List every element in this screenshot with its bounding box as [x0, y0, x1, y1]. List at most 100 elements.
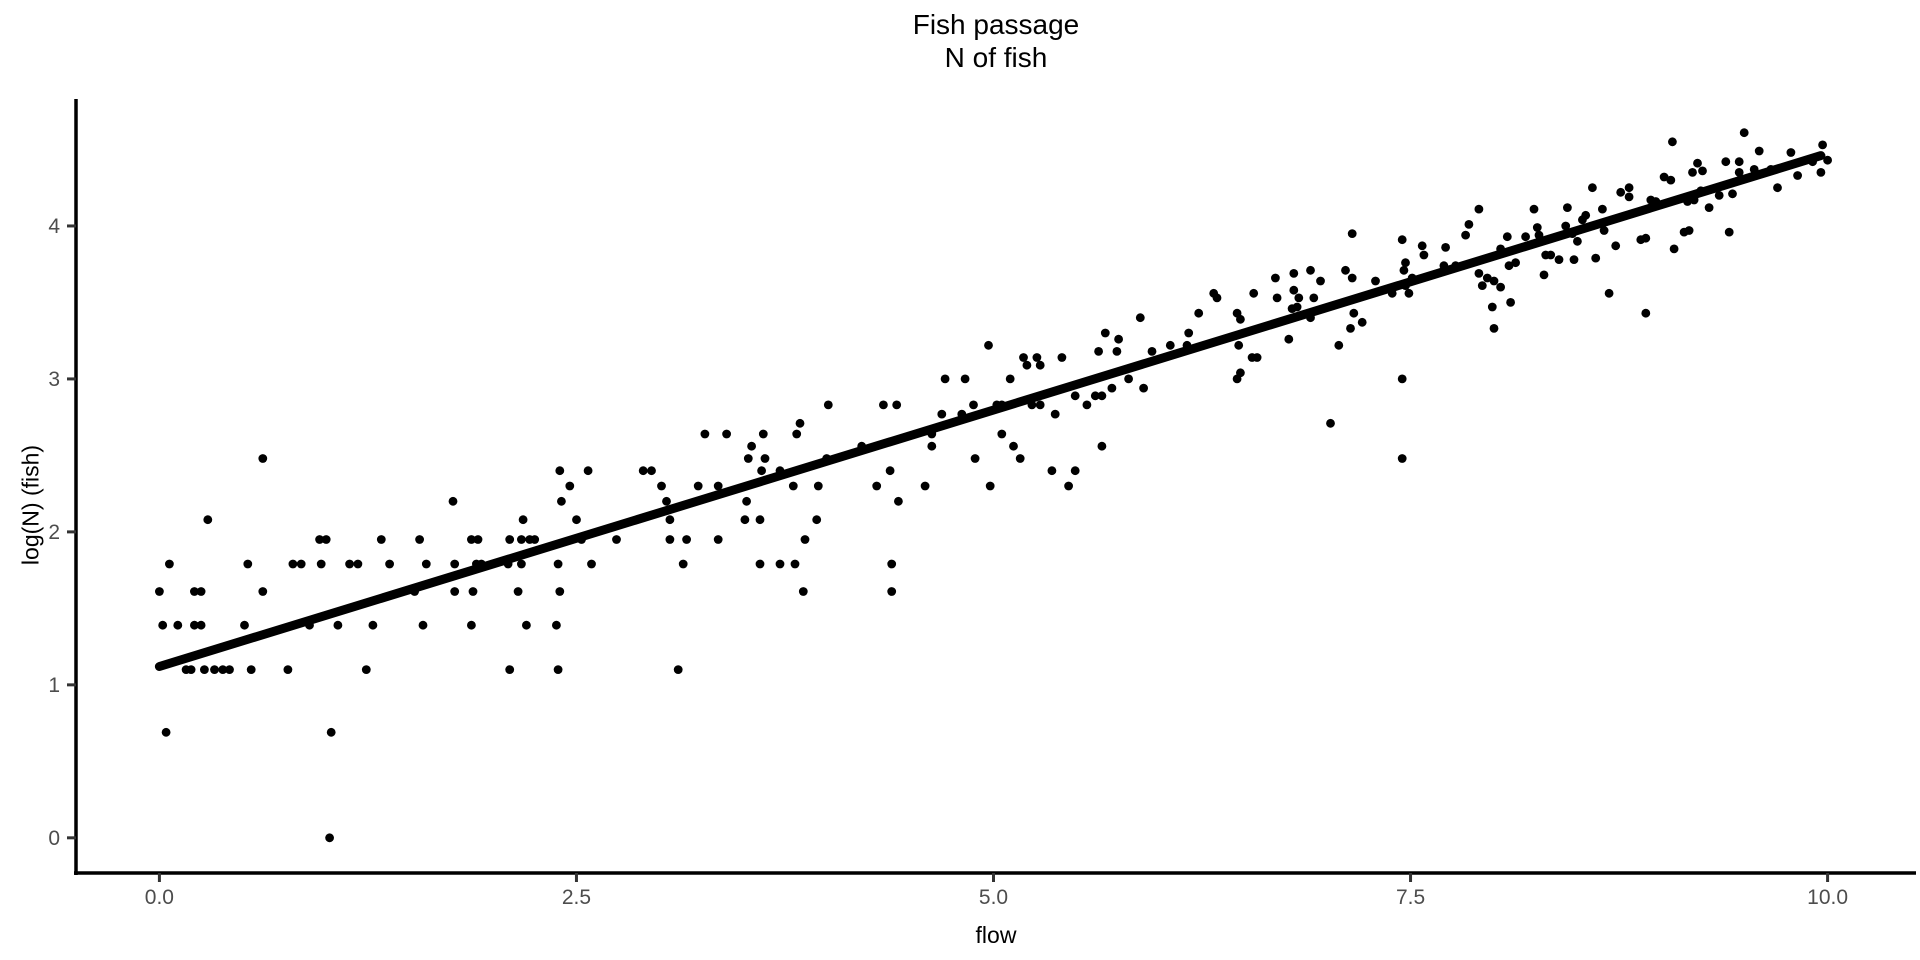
data-point	[1714, 191, 1724, 200]
data-point	[1094, 347, 1103, 356]
data-point	[1347, 273, 1357, 283]
data-point	[795, 418, 805, 428]
data-point	[1399, 265, 1409, 275]
data-point	[1147, 347, 1157, 356]
data-point	[800, 535, 810, 544]
data-point	[296, 559, 306, 569]
data-point	[505, 665, 515, 674]
data-point	[747, 441, 756, 451]
data-point	[225, 665, 234, 674]
y-tick-label: 2	[48, 521, 60, 544]
data-point	[792, 429, 802, 439]
data-point	[1581, 210, 1591, 220]
data-point	[1417, 241, 1427, 251]
data-point	[467, 620, 476, 630]
data-point	[1032, 353, 1042, 362]
data-point	[1754, 146, 1764, 156]
data-point	[798, 587, 808, 596]
data-point	[1684, 226, 1694, 235]
data-point	[517, 559, 526, 569]
regression-line	[154, 151, 1826, 671]
data-point	[1397, 374, 1407, 384]
data-point	[530, 535, 540, 544]
data-point	[1823, 155, 1832, 165]
data-point	[1611, 241, 1621, 251]
data-point	[1100, 328, 1110, 338]
data-point	[315, 535, 324, 544]
data-point	[1728, 189, 1737, 199]
data-point	[997, 429, 1007, 439]
data-point	[316, 559, 326, 569]
data-point	[218, 665, 228, 674]
data-point	[1047, 466, 1057, 476]
data-point	[505, 535, 515, 544]
data-point	[1284, 334, 1294, 344]
data-point	[757, 466, 766, 476]
data-point	[1397, 454, 1407, 463]
data-point	[161, 727, 171, 737]
data-point	[1334, 340, 1344, 350]
data-point	[700, 429, 710, 439]
data-point	[190, 587, 199, 596]
data-point	[1591, 253, 1601, 263]
data-point	[246, 665, 256, 674]
data-point	[755, 559, 765, 569]
data-point	[196, 620, 206, 630]
data-point	[1135, 313, 1145, 323]
data-point	[1035, 360, 1045, 370]
data-point	[517, 535, 526, 544]
data-point	[665, 515, 675, 525]
data-point	[1371, 276, 1380, 286]
data-point	[448, 496, 458, 506]
x-tick-label: 5.0	[979, 886, 1008, 909]
data-point	[1397, 235, 1407, 245]
data-point	[812, 515, 822, 525]
data-point	[740, 515, 750, 525]
data-point	[894, 496, 903, 506]
data-point	[1563, 203, 1572, 213]
data-point	[1082, 400, 1092, 410]
data-point	[376, 535, 386, 544]
data-point	[1236, 314, 1245, 324]
data-point	[1309, 293, 1319, 303]
data-point	[190, 620, 199, 630]
data-point	[450, 587, 460, 596]
data-points-group	[155, 128, 1832, 843]
data-point	[1236, 368, 1245, 378]
data-point	[872, 481, 882, 491]
data-point	[1816, 168, 1826, 177]
data-point	[673, 665, 683, 674]
chart-title: Fish passage N of fish	[76, 8, 1916, 74]
data-point	[552, 620, 561, 630]
data-point	[713, 481, 723, 491]
data-point	[555, 587, 565, 596]
data-point	[678, 559, 688, 569]
data-point	[326, 727, 336, 737]
data-point	[985, 481, 995, 491]
data-point	[1009, 441, 1018, 451]
data-point	[1573, 236, 1582, 246]
data-point	[353, 559, 363, 569]
data-point	[879, 400, 888, 410]
data-point	[1112, 347, 1122, 356]
data-point	[158, 620, 168, 630]
data-point	[258, 587, 268, 596]
data-point	[743, 454, 753, 463]
data-point	[1271, 273, 1280, 283]
data-point	[885, 466, 895, 476]
data-point	[1669, 244, 1679, 254]
data-point	[887, 559, 897, 569]
data-point	[969, 400, 978, 410]
data-point	[1477, 281, 1487, 290]
data-point	[1554, 255, 1564, 264]
data-point	[1693, 158, 1702, 168]
data-point	[1057, 353, 1067, 362]
data-point	[200, 665, 209, 674]
data-point	[1739, 128, 1749, 138]
data-point	[513, 587, 523, 596]
data-point	[1441, 243, 1450, 252]
data-point	[788, 481, 798, 491]
data-point	[1502, 232, 1512, 242]
data-point	[1474, 269, 1484, 278]
